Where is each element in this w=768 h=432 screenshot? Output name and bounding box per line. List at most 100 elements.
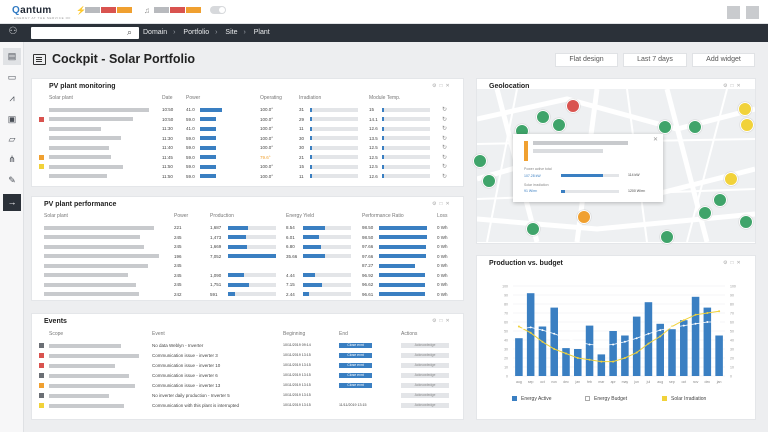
user-icon[interactable]: ⚇ (8, 26, 18, 37)
bell-icon[interactable]: ♫ (144, 6, 150, 15)
temp-track (382, 145, 430, 150)
window-button[interactable] (746, 6, 759, 19)
power-cell: 245 (174, 234, 182, 240)
legend-energy-budget[interactable]: Energy Budget (585, 396, 627, 402)
window-button[interactable] (727, 6, 740, 19)
search-icon[interactable]: ⌕ (127, 27, 133, 37)
map-pin[interactable] (740, 118, 754, 132)
panel-controls[interactable]: ⚙□✕ (432, 83, 453, 89)
power-bar (200, 145, 216, 150)
search-input[interactable] (31, 27, 139, 39)
acknowledge-button[interactable]: Acknowledge (401, 383, 449, 388)
acknowledge-button[interactable]: Acknowledge (401, 343, 449, 348)
map-pin[interactable] (739, 215, 753, 229)
panel-controls[interactable]: ⚙□✕ (432, 318, 453, 324)
map-pin[interactable] (713, 193, 727, 207)
y2-tick-label: 70 (730, 312, 734, 316)
refresh-icon[interactable]: ↻ (442, 164, 448, 170)
acknowledge-button[interactable]: Acknowledge (401, 403, 449, 408)
series-point (612, 360, 615, 363)
status-chip-red (101, 7, 116, 13)
refresh-icon[interactable]: ↻ (442, 116, 448, 123)
temp-bar (382, 107, 384, 112)
irradiation-cell: 31 (299, 107, 305, 112)
panel-controls[interactable]: ⚙□✕ (723, 260, 744, 266)
map-pin[interactable] (473, 154, 487, 168)
acknowledge-button[interactable]: Acknowledge (401, 353, 449, 358)
acknowledge-button[interactable]: Acknowledge (401, 393, 449, 398)
panel-controls[interactable]: ⚙□✕ (432, 201, 453, 207)
legend-solar-irradiation[interactable]: Solar Irradiation (662, 396, 706, 402)
flat-design-button[interactable]: Flat design (555, 53, 618, 67)
scope-name (49, 343, 121, 348)
temp-bar (382, 117, 384, 121)
acknowledge-button[interactable]: Acknowledge (401, 373, 449, 378)
plant-name (44, 273, 128, 277)
close-event-button[interactable]: Close evnt (339, 383, 372, 388)
panel-controls[interactable]: ⚙□✕ (723, 83, 744, 89)
breadcrumb-portfolio[interactable]: Portfolio (183, 29, 210, 36)
close-event-button[interactable]: Close evnt (339, 353, 372, 358)
column-header: Solar plant (49, 95, 73, 101)
map-pin[interactable] (577, 210, 591, 224)
folder-icon[interactable]: ▱ (8, 134, 16, 144)
plant-name (49, 164, 123, 169)
x-tick-label: feb (587, 380, 592, 384)
pr-cell: 98.50 (362, 234, 374, 240)
refresh-icon[interactable]: ↻ (442, 145, 448, 151)
map-pin[interactable] (688, 120, 702, 134)
close-event-button[interactable]: Close evnt (339, 363, 372, 368)
map-pin[interactable] (738, 102, 752, 116)
legend-energy-active[interactable]: Energy Active (512, 396, 552, 402)
map-pin[interactable] (526, 222, 540, 236)
close-event-button[interactable]: Close evnt (339, 343, 372, 348)
pr-cell: 96.61 (362, 291, 374, 297)
operating-cell: 100.0° (260, 126, 274, 131)
refresh-icon[interactable]: ↻ (442, 126, 448, 132)
breadcrumb-plant[interactable]: Plant (253, 29, 270, 36)
pr-bar (379, 225, 427, 230)
breadcrumb-domain[interactable]: Domain (143, 29, 168, 36)
analytics-icon[interactable]: ⩘ (9, 93, 15, 103)
series-point (706, 312, 709, 314)
close-icon[interactable]: ✕ (653, 137, 659, 143)
refresh-icon[interactable]: ↻ (442, 107, 448, 113)
dashboard-icon[interactable]: ▤ (3, 48, 21, 65)
refresh-icon[interactable]: ↻ (442, 154, 448, 161)
acknowledge-button[interactable]: Acknowledge (401, 363, 449, 368)
irradiation-track (310, 155, 358, 159)
map-pin[interactable] (566, 99, 580, 113)
monitor-icon[interactable]: ▭ (7, 72, 17, 82)
y-tick-label: 10 (504, 366, 508, 370)
panel-title: Geolocation (489, 83, 530, 90)
report-icon[interactable]: ▣ (7, 114, 17, 124)
irradiation-bar (310, 117, 312, 121)
network-icon[interactable]: ⋔ (8, 154, 16, 164)
plant-name (44, 225, 154, 230)
map-pin[interactable] (482, 174, 496, 188)
map-pin[interactable] (660, 230, 674, 244)
bar (574, 349, 582, 376)
x-tick-label: mar (598, 380, 605, 384)
wrench-icon[interactable]: ✎ (8, 175, 16, 185)
refresh-icon[interactable]: ↻ (442, 135, 448, 142)
refresh-icon[interactable]: ↻ (442, 173, 448, 180)
map-pin[interactable] (536, 110, 550, 124)
bar (550, 307, 558, 376)
power-cell: 245 (174, 244, 182, 249)
map-pin[interactable] (552, 118, 566, 132)
date-range-button[interactable]: Last 7 days (623, 53, 687, 67)
map-pin[interactable] (724, 172, 738, 186)
app-logo[interactable]: Qantum (12, 5, 52, 16)
theme-toggle[interactable] (210, 6, 226, 14)
pr-cell: 87.27 (362, 263, 374, 268)
add-widget-button[interactable]: Add widget (692, 53, 755, 67)
series-point (553, 348, 556, 350)
exit-icon[interactable]: → (3, 194, 21, 211)
breadcrumb-site[interactable]: Site (225, 29, 238, 36)
series-point (565, 352, 567, 355)
close-event-button[interactable]: Close evnt (339, 373, 372, 378)
map-pin[interactable] (658, 120, 672, 134)
map-pin[interactable] (698, 206, 712, 220)
map-popup[interactable]: ✕ Power active total 107.28 kW 114 kW So… (513, 134, 663, 202)
